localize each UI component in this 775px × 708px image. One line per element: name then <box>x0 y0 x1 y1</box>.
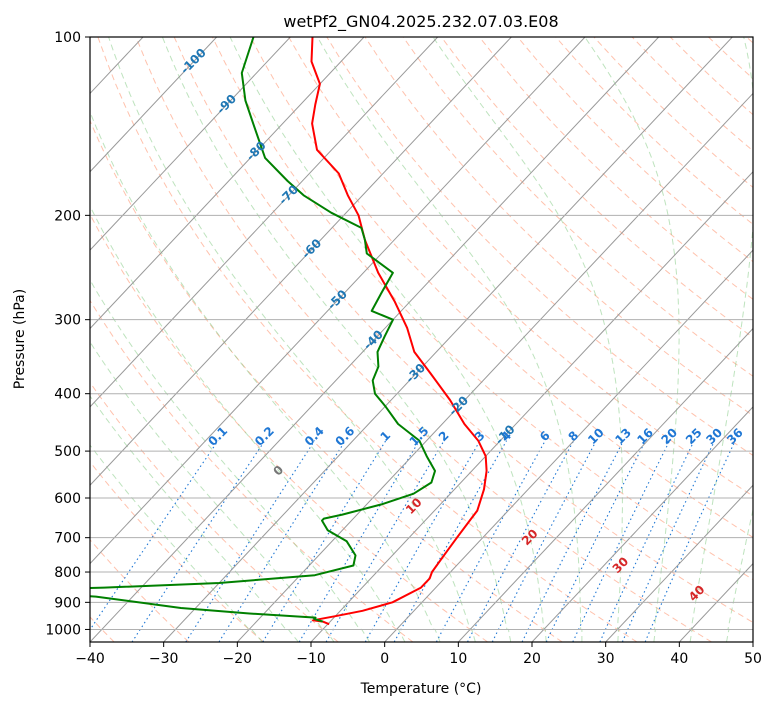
isotherm <box>605 484 753 642</box>
pressure-grid <box>90 37 753 630</box>
moist-adiabat <box>726 507 753 642</box>
isotherm <box>384 249 753 642</box>
mixing-ratio-line <box>572 440 671 642</box>
y-tick-label: 100 <box>54 30 81 46</box>
moist-adiabat <box>584 37 680 642</box>
y-tick-label: 200 <box>54 208 81 224</box>
mixing-ratio-line <box>521 440 624 642</box>
x-tick-label: 30 <box>597 651 615 667</box>
chart-title: wetPf2_GN04.2025.232.07.03.E08 <box>283 12 558 32</box>
isotherm <box>236 92 753 642</box>
y-tick-label: 900 <box>54 595 81 611</box>
x-tick-label: −40 <box>75 651 105 667</box>
mixing-ratio-line <box>491 440 597 642</box>
isotherm <box>90 37 365 330</box>
y-tick-label: 700 <box>54 531 81 547</box>
y-tick-label: 800 <box>54 565 81 581</box>
mixing-ratio-line <box>364 440 481 642</box>
dry-adiabat <box>135 37 712 642</box>
isotherm <box>90 37 439 408</box>
dewpoint-profile <box>90 37 436 623</box>
mixing-ratio-line <box>262 440 387 642</box>
isotherm <box>457 327 753 642</box>
temperature-profile <box>310 37 488 626</box>
y-tick-label: 300 <box>54 313 81 329</box>
x-tick-label: 40 <box>670 651 688 667</box>
isotherm <box>90 37 218 173</box>
dry-adiabat <box>90 213 488 642</box>
x-tick-label: 10 <box>449 651 467 667</box>
moist-adiabat <box>161 37 512 642</box>
x-axis-ticks: −40 −30 −20 −10 0 10 20 30 40 50 <box>75 642 762 667</box>
isotherm <box>90 37 660 642</box>
x-tick-label: −30 <box>149 651 179 667</box>
moist-adiabat <box>229 37 547 642</box>
dry-adiabat <box>211 37 753 581</box>
dry-adiabat <box>90 461 264 642</box>
y-tick-label: 600 <box>54 491 81 507</box>
dry-adiabat <box>288 37 753 497</box>
moist-adiabat <box>90 279 371 642</box>
isotherm <box>163 37 733 642</box>
dry-adiabat <box>90 119 563 642</box>
dry-adiabat <box>90 539 190 642</box>
x-tick-label: 50 <box>744 651 762 667</box>
x-tick-label: −20 <box>223 651 253 667</box>
dry-adiabat <box>90 381 339 642</box>
y-axis-label: Pressure (hPa) <box>12 289 28 389</box>
mixing-ratio-line <box>131 440 266 642</box>
mixing-ratio-line <box>545 440 646 642</box>
isotherm <box>310 171 753 642</box>
isotherm <box>90 37 512 486</box>
profiles <box>90 37 488 626</box>
moist-adiabat <box>689 37 753 642</box>
plot-frame <box>89 36 754 643</box>
y-axis-ticks: 100 200 300 400 500 600 700 800 900 1000 <box>45 30 90 638</box>
mixing-ratio-line <box>467 440 575 642</box>
moist-adiabat <box>316 37 583 642</box>
y-tick-label: 400 <box>54 387 81 403</box>
moist-adiabat <box>90 205 406 642</box>
isotherm <box>90 37 586 565</box>
dry-adiabat <box>326 37 753 457</box>
y-tick-label: 500 <box>54 444 81 460</box>
mixing-ratio-line <box>325 440 445 642</box>
x-tick-label: 20 <box>523 651 541 667</box>
dry-adiabat <box>173 37 753 624</box>
background-lines <box>90 37 753 642</box>
isotherm <box>531 406 753 642</box>
y-tick-label: 1000 <box>45 622 81 638</box>
isotherm <box>90 37 291 251</box>
mixing-ratio-line <box>435 440 546 642</box>
x-tick-label: −10 <box>296 651 326 667</box>
moist-adiabat <box>432 37 623 642</box>
moist-adiabat <box>90 110 441 642</box>
moist-adiabat <box>90 395 299 642</box>
mixing-ratio-line <box>218 440 346 642</box>
x-tick-label: 0 <box>380 651 389 667</box>
moist-adiabat <box>108 37 476 642</box>
x-axis-label: Temperature (°C) <box>360 681 482 697</box>
moist-adiabat <box>90 341 335 642</box>
